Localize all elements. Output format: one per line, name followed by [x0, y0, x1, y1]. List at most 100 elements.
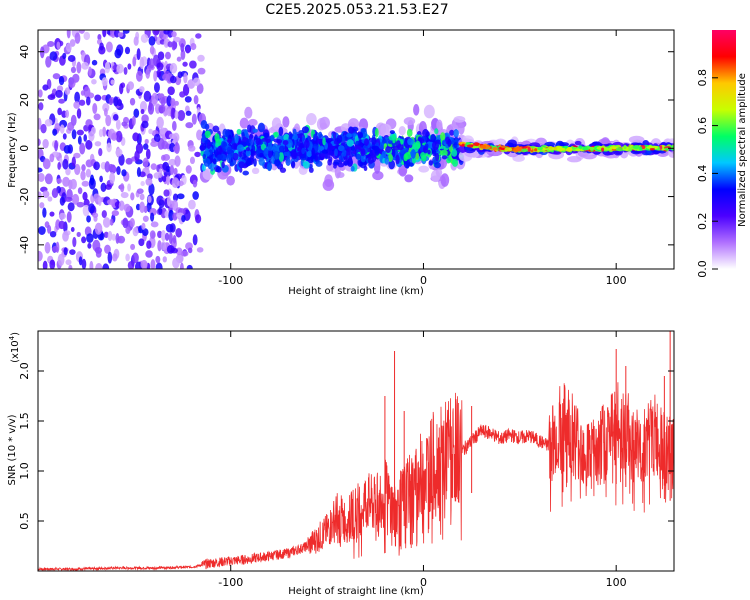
heatmap-cell	[139, 57, 145, 69]
heatmap-cell	[192, 179, 198, 188]
heatmap-cell	[97, 33, 102, 41]
heatmap-cell	[149, 45, 155, 55]
heatmap-cell	[156, 116, 164, 129]
heatmap-cell	[66, 211, 72, 223]
heatmap-cell	[94, 222, 103, 235]
heatmap-cell	[47, 196, 53, 202]
heatmap-cell	[85, 168, 91, 178]
heatmap-cell	[387, 153, 393, 162]
heatmap-cell	[184, 96, 192, 103]
heatmap-cell	[38, 102, 44, 111]
heatmap-blobs	[38, 30, 674, 269]
heatmap-cell	[52, 73, 61, 80]
y-tick-label: 1.5	[18, 412, 31, 430]
heatmap-cell	[418, 165, 430, 173]
heatmap-cell	[57, 162, 61, 170]
heatmap-cell	[77, 135, 82, 145]
heatmap-cell	[127, 183, 131, 192]
heatmap-cell	[534, 148, 538, 152]
heatmap-cell	[172, 257, 180, 269]
heatmap-cell	[180, 250, 189, 257]
heatmap-cell	[44, 173, 53, 185]
heatmap-cell	[151, 92, 159, 105]
heatmap-cell	[92, 103, 98, 115]
heatmap-cell	[250, 138, 254, 148]
heatmap-cell	[93, 113, 101, 121]
heatmap-cell	[252, 128, 258, 133]
heatmap-cell	[292, 134, 298, 141]
heatmap-cell	[140, 259, 148, 269]
heatmap-cell	[133, 36, 139, 46]
heatmap-cell	[158, 168, 163, 179]
heatmap-cell	[276, 138, 283, 144]
heatmap-cell	[81, 180, 90, 187]
heatmap-cell	[341, 149, 347, 157]
heatmap-cell	[435, 152, 440, 162]
heatmap-cell	[94, 94, 102, 102]
heatmap-cell	[165, 223, 174, 233]
heatmap-cell	[574, 140, 582, 146]
heatmap-cell	[296, 146, 301, 152]
heatmap-cell	[200, 119, 208, 129]
heatmap-cell	[537, 146, 543, 151]
heatmap-cell	[42, 84, 49, 91]
spectrogram-frame	[37, 29, 675, 270]
heatmap-cell	[82, 191, 88, 201]
heatmap-cell	[142, 157, 149, 168]
heatmap-cell	[76, 108, 82, 119]
spectrogram-panel: -100 0 100 -40 -20 0 20 40 Height of straight l…	[7, 29, 675, 297]
heatmap-cell	[70, 226, 75, 233]
heatmap-cell	[71, 129, 77, 140]
heatmap-cell	[62, 52, 67, 60]
heatmap-cell	[172, 36, 181, 43]
heatmap-cell	[440, 132, 446, 141]
heatmap-cell	[102, 126, 107, 137]
heatmap-cell	[141, 120, 149, 129]
heatmap-cell	[71, 193, 80, 205]
heatmap-cell	[245, 149, 251, 157]
heatmap-cell	[135, 70, 143, 82]
heatmap-cell	[156, 62, 164, 71]
heatmap-cell	[160, 241, 167, 251]
heatmap-cell	[326, 142, 333, 152]
heatmap-cell	[245, 139, 252, 147]
heatmap-cell	[81, 61, 89, 70]
heatmap-cell	[99, 42, 104, 51]
heatmap-cell	[103, 107, 108, 117]
heatmap-cell	[185, 46, 191, 54]
heatmap-cell	[157, 92, 162, 99]
heatmap-cell	[578, 145, 583, 149]
snr-series	[38, 331, 674, 571]
heatmap-cell	[447, 139, 452, 147]
x-tick-label: 100	[606, 576, 627, 589]
heatmap-cell	[125, 157, 133, 165]
heatmap-cell	[295, 151, 303, 157]
heatmap-cell	[160, 96, 166, 107]
heatmap-cell	[395, 154, 400, 165]
heatmap-cell	[123, 203, 131, 213]
heatmap-cell	[177, 109, 186, 121]
heatmap-cell	[601, 147, 605, 152]
heatmap-cell	[64, 196, 73, 202]
snr-ticks: -100 0 100 0.5 1.0 1.5 2.0	[18, 331, 674, 589]
heatmap-cell	[420, 151, 427, 159]
heatmap-cell	[102, 217, 111, 228]
heatmap-cell	[326, 163, 334, 172]
heatmap-cell	[397, 143, 404, 151]
heatmap-cell	[132, 56, 137, 67]
heatmap-cell	[118, 153, 125, 166]
heatmap-cell	[427, 149, 431, 155]
heatmap-cell	[174, 155, 181, 167]
heatmap-cell	[346, 147, 351, 156]
heatmap-cell	[83, 134, 88, 142]
heatmap-cell	[575, 148, 581, 152]
heatmap-cell	[608, 147, 613, 151]
heatmap-cell	[65, 42, 72, 53]
heatmap-cell	[291, 151, 298, 160]
heatmap-cell	[49, 211, 55, 217]
heatmap-cell	[153, 82, 160, 93]
heatmap-cell	[270, 134, 275, 141]
heatmap-cell	[145, 177, 153, 186]
heatmap-cell	[267, 148, 273, 159]
